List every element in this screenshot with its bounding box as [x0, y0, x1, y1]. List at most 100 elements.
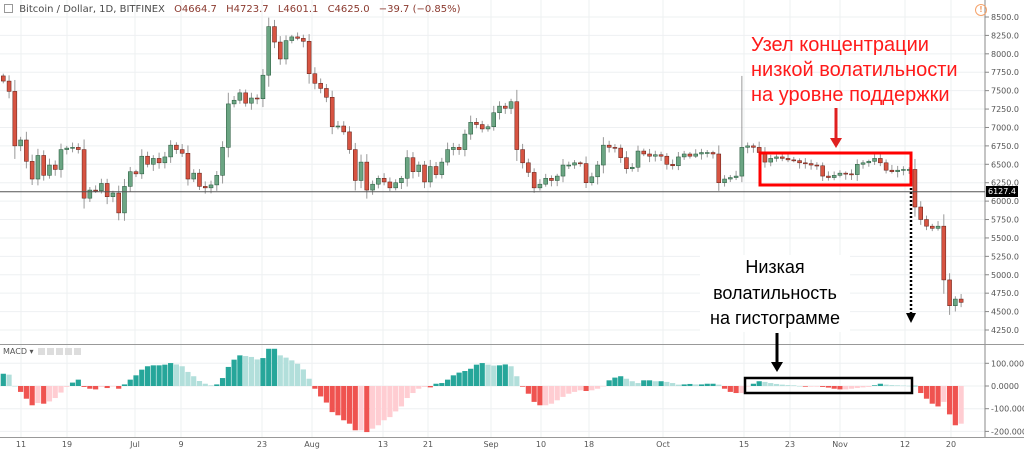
annotation-red-text: Узел концентрации низкой волатильности н…: [751, 33, 958, 108]
time-tick-label: 23: [257, 440, 267, 449]
candle-down: [301, 38, 306, 42]
histogram-bar: [133, 375, 139, 386]
histogram-bar: [346, 386, 353, 424]
histogram-bar: [93, 386, 99, 390]
candle-up: [214, 175, 220, 186]
candle-up: [831, 175, 837, 178]
candle-down: [24, 139, 29, 162]
histogram-bar: [871, 385, 878, 386]
histogram-bar: [173, 364, 179, 386]
histogram-bar: [64, 386, 70, 387]
histogram-bar: [300, 369, 306, 386]
candle-down: [203, 186, 208, 189]
candle-down: [93, 189, 98, 192]
time-tick-label: 11: [16, 440, 26, 449]
histogram-bar: [941, 386, 947, 402]
warning-circle-icon[interactable]: !: [975, 4, 987, 16]
histogram-bar: [618, 376, 624, 386]
candle-up: [70, 147, 75, 149]
time-tick-label: 13: [378, 440, 388, 449]
collapse-icon[interactable]: [4, 4, 13, 13]
close-icon[interactable]: [74, 348, 82, 355]
candle-up: [497, 105, 502, 113]
histogram-bar: [46, 386, 53, 402]
candle-down: [6, 80, 12, 92]
candle-up: [901, 169, 906, 171]
candle-up: [99, 183, 104, 192]
candle-up: [87, 189, 93, 199]
histogram-bar: [589, 386, 595, 391]
price-tick-label: 4750.0: [991, 289, 1019, 298]
candle-down: [104, 183, 110, 197]
price-tick-label: 8000.0: [991, 50, 1019, 59]
settings-icon[interactable]: [47, 348, 55, 355]
plus-icon[interactable]: [65, 348, 73, 355]
histogram-bar: [312, 386, 318, 389]
macd-tick-label: -100.0000: [991, 405, 1024, 414]
histogram-bar: [375, 386, 381, 426]
macd-legend[interactable]: MACD ▾: [3, 347, 82, 356]
candle-up: [485, 126, 491, 130]
candle-down: [12, 91, 18, 147]
candle-down: [912, 169, 918, 208]
symbol-legend[interactable]: Bitcoin / Dollar, 1D, BITFINEX O4664.7 H…: [4, 4, 461, 15]
candle-down: [687, 153, 693, 157]
annotation-line: низкой волатильности: [751, 59, 958, 81]
histogram-bar: [531, 386, 537, 402]
candle-up: [543, 178, 548, 185]
candle-down: [387, 181, 393, 189]
histogram-bar: [773, 383, 780, 386]
histogram-bar: [675, 384, 681, 386]
histogram-bar: [877, 383, 883, 386]
candle-up: [681, 153, 687, 158]
ohlc-close: C4625.0: [327, 4, 370, 15]
histogram-bar: [433, 383, 439, 386]
histogram-bar: [0, 373, 6, 386]
candle-down: [347, 131, 352, 150]
price-tick-label: 6000.0: [991, 197, 1019, 206]
candle-down: [843, 172, 848, 175]
histogram-bar: [733, 386, 739, 394]
candle-up: [468, 122, 473, 135]
histogram-bar: [508, 366, 514, 386]
candle-down: [958, 298, 964, 303]
histogram-bar: [543, 386, 549, 406]
candle-down: [272, 26, 277, 43]
candle-up: [895, 169, 900, 172]
time-tick-label: 9: [178, 440, 183, 449]
candle-up: [935, 225, 941, 229]
candle-down: [81, 149, 87, 199]
histogram-bar: [185, 371, 191, 386]
histogram-bar: [820, 386, 826, 387]
histogram-bar: [387, 386, 393, 418]
candle-down: [422, 164, 427, 183]
candle-down: [364, 161, 370, 191]
dotted-arrow-head-icon: [906, 313, 916, 323]
histogram-bar: [479, 363, 485, 386]
candle-down: [76, 147, 81, 150]
candle-up: [226, 103, 231, 148]
candle-down: [549, 178, 554, 181]
candle-up: [139, 155, 145, 175]
eye-icon[interactable]: [38, 348, 46, 355]
time-tick-label: Jul: [129, 440, 140, 449]
histogram-bar: [196, 381, 203, 386]
candle-up: [855, 164, 860, 175]
candle-down: [826, 175, 831, 178]
braces-icon[interactable]: [56, 348, 64, 355]
histogram-bar: [958, 386, 964, 424]
candle-up: [537, 183, 543, 189]
annotation-line: волатильность: [713, 282, 837, 303]
candle-up: [208, 184, 214, 189]
candle-down: [324, 88, 329, 98]
candle-up: [566, 164, 572, 167]
candle-up: [416, 164, 421, 172]
histogram-bar: [410, 386, 416, 394]
candle-down: [514, 101, 520, 150]
histogram-bar: [485, 364, 491, 386]
candle-down: [583, 163, 589, 183]
candle-down: [751, 145, 756, 148]
histogram-bar: [693, 384, 699, 386]
candle-down: [433, 166, 439, 175]
candle-up: [151, 158, 156, 165]
